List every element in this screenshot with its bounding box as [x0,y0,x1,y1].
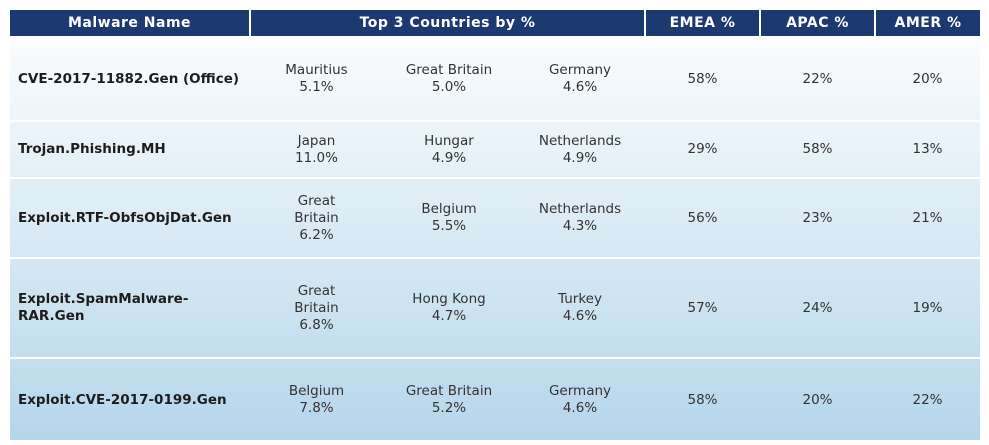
country-cell: Turkey 4.6% [515,257,645,358]
table-row: Exploit.SpamMalware-RAR.Gen Great Britain… [10,257,980,358]
country-name: Japan [297,132,336,149]
country-cell: Netherlands 4.3% [515,177,645,258]
malware-name-cell: CVE-2017-11882.Gen (Office) [10,36,250,121]
country-percent: 4.7% [431,308,467,324]
country-percent: 5.5% [431,218,467,234]
header-row: Malware Name Top 3 Countries by % EMEA % AP… [10,10,980,37]
header-cell: Top 3 Countries by % [249,10,645,37]
country-box: Hong Kong 4.7% [412,291,485,325]
malware-name: CVE-2017-11882.Gen (Office) [18,70,240,87]
country-percent: 5.2% [431,400,467,416]
country-percent: 5.0% [431,79,467,95]
region-percent: 58% [645,36,760,121]
header-cell: EMEA % [644,10,760,37]
country-name: Germany [548,62,612,78]
country-box: Netherlands 4.3% [539,201,621,235]
country-name: Hong Kong [412,291,486,307]
country-percent: 4.3% [562,218,598,234]
country-percent: 11.0% [295,149,338,166]
table-row: Exploit.CVE-2017-0199.Gen Belgium 7.8% Grea… [10,357,980,441]
country-box: Great Britain 6.2% [281,193,353,244]
country-percent: 7.8% [299,400,334,416]
country-name: Netherlands [538,201,622,217]
country-name: Great Britain [294,192,339,226]
country-name: Netherlands [538,132,622,149]
country-percent: 4.6% [562,308,598,324]
region-percent: 13% [875,120,980,178]
malware-name: Exploit.SpamMalware-RAR.Gen [18,291,189,324]
country-name: Belgium [288,383,345,399]
country-cell: Great Britain 5.0% [383,36,515,121]
header-cell: AMER % [874,10,980,37]
country-name: Germany [548,383,612,399]
country-percent: 4.9% [562,149,598,166]
region-percent: 20% [760,357,875,441]
malware-name: Trojan.Phishing.MH [18,141,166,157]
country-name: Mauritius [285,62,348,78]
country-cell: Germany 4.6% [515,357,645,441]
country-percent: 5.1% [299,79,334,95]
malware-name-cell: Exploit.CVE-2017-0199.Gen [10,357,250,441]
malware-name-cell: Exploit.RTF-ObfsObjDat.Gen [10,177,250,258]
country-name: Great Britain [405,383,493,399]
country-cell: Great Britain 6.8% [250,257,383,358]
country-cell: Hungar 4.9% [383,120,515,178]
region-percent: 23% [760,177,875,258]
region-percent: 24% [760,257,875,358]
malware-name-cell: Exploit.SpamMalware-RAR.Gen [10,257,250,358]
country-box: Japan 11.0% [295,133,338,167]
region-percent: 57% [645,257,760,358]
country-cell: Germany 4.6% [515,36,645,121]
region-percent: 58% [760,120,875,178]
country-name: Great Britain [405,62,493,78]
country-percent: 4.6% [562,400,598,416]
region-percent: 19% [875,257,980,358]
country-box: Germany 4.6% [549,62,611,96]
malware-name: Exploit.RTF-ObfsObjDat.Gen [18,209,232,226]
country-cell: Mauritius 5.1% [250,36,383,121]
country-cell: Belgium 5.5% [383,177,515,258]
table-row: Trojan.Phishing.MH Japan 11.0% Hungar 4.9% Ne… [10,120,980,178]
region-percent: 21% [875,177,980,258]
country-cell: Belgium 7.8% [250,357,383,441]
country-box: Germany 4.6% [549,383,611,417]
country-name: Belgium [421,201,477,217]
region-percent: 56% [645,177,760,258]
country-box: Great Britain 5.2% [406,383,492,417]
region-percent: 22% [875,357,980,441]
country-percent: 6.8% [299,316,334,333]
country-name: Hungar [424,132,474,149]
malware-name-cell: Trojan.Phishing.MH [10,120,250,178]
country-box: Belgium 7.8% [289,383,344,417]
country-name: Turkey [558,291,602,307]
country-box: Turkey 4.6% [558,291,602,325]
table-row: Exploit.RTF-ObfsObjDat.Gen Great Britain 6… [10,177,980,258]
header-cell: APAC % [759,10,875,37]
table-body: CVE-2017-11882.Gen (Office) Mauritius 5.1%… [10,36,980,441]
country-cell: Netherlands 4.9% [515,120,645,178]
country-name: Great Britain [294,282,339,316]
country-percent: 4.9% [431,149,467,166]
country-box: Great Britain 6.8% [281,283,353,334]
country-box: Netherlands 4.9% [539,133,621,167]
malware-table: Malware Name Top 3 Countries by % EMEA % AP… [10,10,980,441]
country-box: Hungar 4.9% [424,133,474,167]
country-box: Belgium 5.5% [421,201,476,235]
region-percent: 22% [760,36,875,121]
malware-name: Exploit.CVE-2017-0199.Gen [18,391,227,408]
table-container: Malware Name Top 3 Countries by % EMEA % AP… [10,10,980,441]
country-cell: Japan 11.0% [250,120,383,178]
table-row: CVE-2017-11882.Gen (Office) Mauritius 5.1%… [10,36,980,121]
country-box: Mauritius 5.1% [285,62,347,96]
country-percent: 4.6% [562,79,598,95]
country-cell: Great Britain 6.2% [250,177,383,258]
region-percent: 29% [645,120,760,178]
region-percent: 58% [645,357,760,441]
country-cell: Hong Kong 4.7% [383,257,515,358]
header-cell: Malware Name [10,10,250,37]
country-cell: Great Britain 5.2% [383,357,515,441]
country-percent: 6.2% [299,226,334,243]
country-box: Great Britain 5.0% [406,62,492,96]
region-percent: 20% [875,36,980,121]
